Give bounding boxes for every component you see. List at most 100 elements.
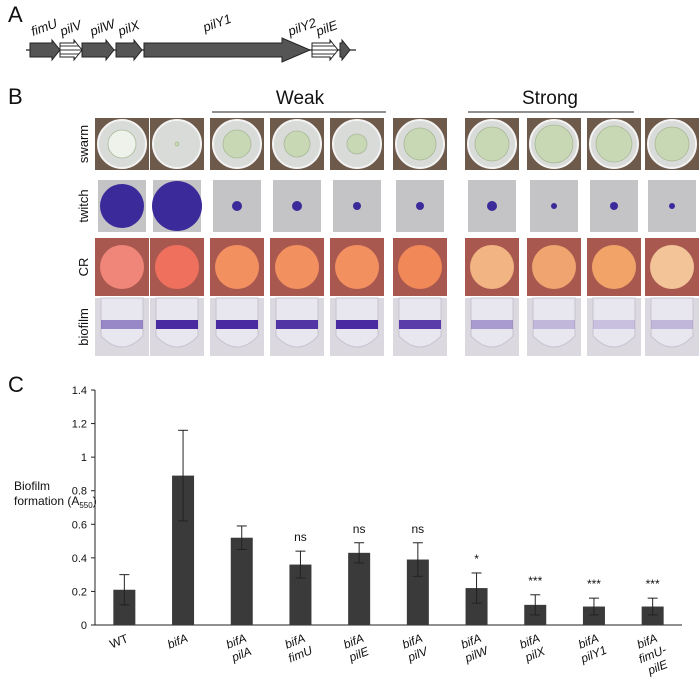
gene-arrow [143,37,312,63]
biofilm-ring [276,320,318,329]
cr-colony [215,245,259,289]
biofilm-ring [593,320,635,329]
error-bar [647,597,658,616]
significance: ns [412,522,425,536]
group-label: Weak [276,88,325,109]
biofilm-ring [399,320,441,329]
bar [172,475,195,625]
x-tick-label: bifAfimU-pilE [631,629,673,679]
twitch-zone [100,184,144,228]
x-tick-label: bifApilW [457,630,492,666]
cr-colony [155,245,199,289]
x-tick-label: WT [108,631,131,651]
tube [650,297,694,348]
gene-label: pilY1 [200,11,233,35]
gene-arrow [339,38,351,62]
cr-colony [650,245,694,289]
panel-label: A [8,2,23,27]
error-bar [354,542,365,564]
tube [470,297,514,348]
twitch-zone [551,203,557,209]
bar [113,589,136,625]
tube [592,297,636,348]
colony [174,141,180,147]
error-bar [530,594,541,616]
bar [406,559,429,625]
y-tick-label: 0.8 [72,486,87,498]
cr-colony [470,245,514,289]
colony [222,129,252,159]
twitch-zone [152,181,202,231]
row-label: twitch [76,189,91,222]
x-tick-label: bifApilA [223,631,253,665]
tube [532,297,576,348]
significance: *** [587,577,601,591]
biofilm-ring [336,320,378,329]
biofilm-ring [471,320,513,329]
significance: ns [353,522,366,536]
significance: *** [528,574,542,588]
bar [289,564,312,625]
gene-arrow [311,38,339,62]
colony [474,126,510,162]
gene-label: fimU [29,15,60,38]
gene-arrow [59,38,83,62]
error-bar [412,542,423,577]
row-label: swarm [76,125,91,163]
group-label: Strong [522,88,578,109]
bar [230,537,253,625]
twitch-zone [353,202,361,210]
biofilm-ring [101,320,143,329]
error-bar [588,597,599,616]
cr-colony [532,245,576,289]
photo-grid [95,118,699,356]
row-label: CR [76,258,91,277]
gene-arrows [29,37,351,63]
x-tick-label: bifApilY1 [573,630,609,666]
colony [107,129,137,159]
x-tick-label: bifApilX [517,631,548,665]
cr-colony [398,245,442,289]
y-tick-label: 1.2 [72,419,87,431]
cr-colony [335,245,379,289]
gene-label: pilX [115,17,143,39]
x-tick-label: bifAfimU [281,630,315,665]
panel-label: C [8,372,24,397]
error-bar [236,525,247,550]
twitch-zone [610,202,618,210]
colony [654,126,690,162]
biofilm-ring [216,320,258,329]
bar [582,606,605,625]
error-bar [295,550,306,579]
significance: ns [294,530,307,544]
y-tick-label: 0.4 [72,553,87,565]
colony [534,124,574,164]
cr-colony [592,245,636,289]
x-tick-line: bifA [165,631,189,652]
y-tick-label: 0 [81,620,87,632]
colony [595,125,633,163]
biofilm-ring [533,320,575,329]
error-bar [471,572,482,604]
cr-colony [100,245,144,289]
y-tick-label: 1.4 [72,385,87,397]
error-bar [119,574,130,606]
gene-arrow [81,38,115,62]
twitch-zone [487,201,497,211]
bar [641,606,664,625]
y-tick-label: 0.2 [72,586,87,598]
twitch-zone [232,201,242,211]
biofilm-ring [156,320,198,329]
x-tick-line: WT [108,631,131,651]
colony [346,133,368,155]
x-tick-label: bifA [165,631,189,652]
twitch-zone [292,201,302,211]
gene-arrow [115,38,143,62]
twitch-zone [416,202,424,210]
bar [348,552,371,625]
gene-label: pilV [57,17,85,39]
gene-label: pilE [313,17,340,39]
colony [283,130,311,158]
colony [403,127,437,161]
